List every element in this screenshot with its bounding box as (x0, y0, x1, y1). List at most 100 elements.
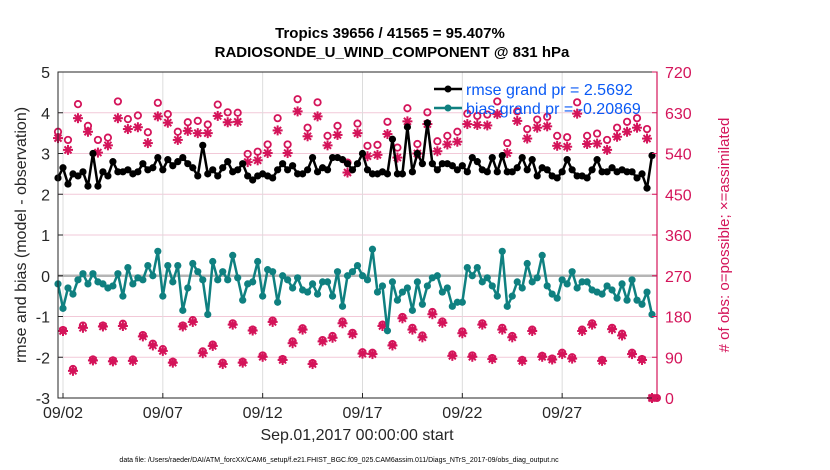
legend-rmse-marker (444, 85, 452, 93)
bias-point (498, 247, 506, 255)
bias-point (578, 278, 586, 286)
asterisk-stroke (88, 356, 98, 365)
rmse-point (363, 166, 372, 174)
assimilated-obs-point (602, 144, 613, 155)
rmse-point (194, 172, 202, 180)
assimilated-obs-point (617, 330, 628, 341)
assimilated-obs-point (202, 128, 213, 139)
y-tick-label: -1 (36, 310, 50, 327)
y-tick-label: 2 (41, 187, 50, 204)
assimilated-obs-point (67, 365, 78, 376)
asterisk-stroke (208, 341, 217, 351)
bias-point (608, 286, 616, 294)
assimilated-obs-point (217, 359, 228, 370)
asterisk-stroke (78, 323, 88, 333)
rmse-point (124, 166, 132, 174)
left-y-ticks: 5 4 3 2 1 0 -1 -2 -3 (36, 65, 63, 408)
asterisk-stroke (453, 137, 462, 146)
possible-obs-point (443, 131, 452, 140)
bias-point (164, 261, 172, 270)
rmse-point (413, 149, 421, 158)
possible-obs-point (433, 137, 442, 146)
rmse-point (568, 166, 576, 174)
possible-obs-point (113, 97, 123, 106)
asterisk-stroke (188, 317, 197, 327)
asterisk-stroke (353, 128, 362, 138)
possible-obs-point (193, 116, 202, 126)
possible-obs-point (273, 114, 282, 123)
assimilated-obs-point (137, 331, 148, 342)
rmse-point (308, 153, 317, 162)
bias-point (74, 276, 82, 284)
bias-point (638, 300, 646, 308)
right-y-tick-label: 0 (665, 391, 674, 408)
bias-point (323, 278, 332, 286)
rmse-point (598, 168, 606, 176)
rmse-point (543, 166, 551, 174)
bias-point (513, 278, 521, 286)
y-tick-label: 0 (41, 269, 50, 286)
asterisk-stroke (408, 325, 417, 334)
rmse-point (513, 164, 521, 172)
bias-point (378, 282, 387, 290)
assimilated-obs-point (327, 332, 338, 343)
asterisk-stroke (572, 109, 582, 118)
asterisk-stroke (602, 145, 612, 155)
assimilated-obs-point (352, 128, 363, 139)
possible-obs-point (463, 109, 472, 118)
asterisk-stroke (443, 140, 452, 149)
series-layer (53, 95, 661, 403)
bias-point (628, 276, 636, 284)
assimilated-obs-point (162, 117, 173, 128)
right-y-tick-label: 540 (665, 147, 692, 164)
rmse-point (523, 166, 531, 174)
asterisk-stroke (58, 326, 68, 336)
bias-point (418, 300, 426, 308)
rmse-point (149, 164, 157, 172)
asterisk-stroke (318, 337, 327, 346)
possible-obs-point (73, 100, 83, 109)
bias-point (358, 272, 367, 280)
possible-obs-point (323, 131, 332, 140)
possible-obs-point (473, 111, 482, 121)
y-tick-label: 1 (41, 228, 50, 245)
rmse-point (388, 135, 397, 143)
asterisk-stroke (373, 150, 382, 160)
chart-title-line2: RADIOSONDE_U_WIND_COMPONENT @ 831 hPa (215, 44, 570, 61)
rmse-point (393, 170, 402, 178)
asterisk-stroke (143, 138, 153, 148)
rmse-point (234, 166, 242, 174)
assimilated-obs-point (122, 124, 133, 135)
assimilated-obs-point (312, 111, 323, 122)
y-tick-label: -2 (36, 350, 50, 367)
rmse-point (433, 166, 441, 174)
assimilated-obs-point (97, 321, 108, 332)
rmse-point (343, 160, 352, 168)
bias-point (483, 274, 491, 282)
bias-point (269, 268, 277, 276)
rmse-point (583, 174, 591, 182)
rmse-point (473, 158, 481, 166)
assimilated-obs-point (112, 113, 123, 124)
bias-point (89, 270, 97, 278)
bias-point (124, 264, 132, 272)
bias-point (214, 276, 222, 284)
rmse-point (528, 156, 536, 164)
assimilated-obs-point (177, 321, 188, 332)
rmse-point (403, 123, 412, 131)
bias-point (443, 284, 451, 292)
rmse-point (383, 170, 392, 178)
assimilated-obs-point (452, 136, 463, 147)
asterisk-stroke (308, 359, 317, 369)
bias-point (234, 274, 242, 282)
assimilated-obs-point (552, 140, 563, 151)
x-tick-label: 09/12 (243, 405, 283, 422)
bias-point (468, 272, 476, 280)
bias-point (79, 270, 87, 278)
asterisk-stroke (617, 331, 627, 340)
asterisk-stroke (218, 359, 227, 369)
rmse-point (109, 158, 117, 166)
bias-point (618, 280, 626, 288)
bias-point (154, 247, 162, 255)
asterisk-stroke (348, 329, 357, 339)
